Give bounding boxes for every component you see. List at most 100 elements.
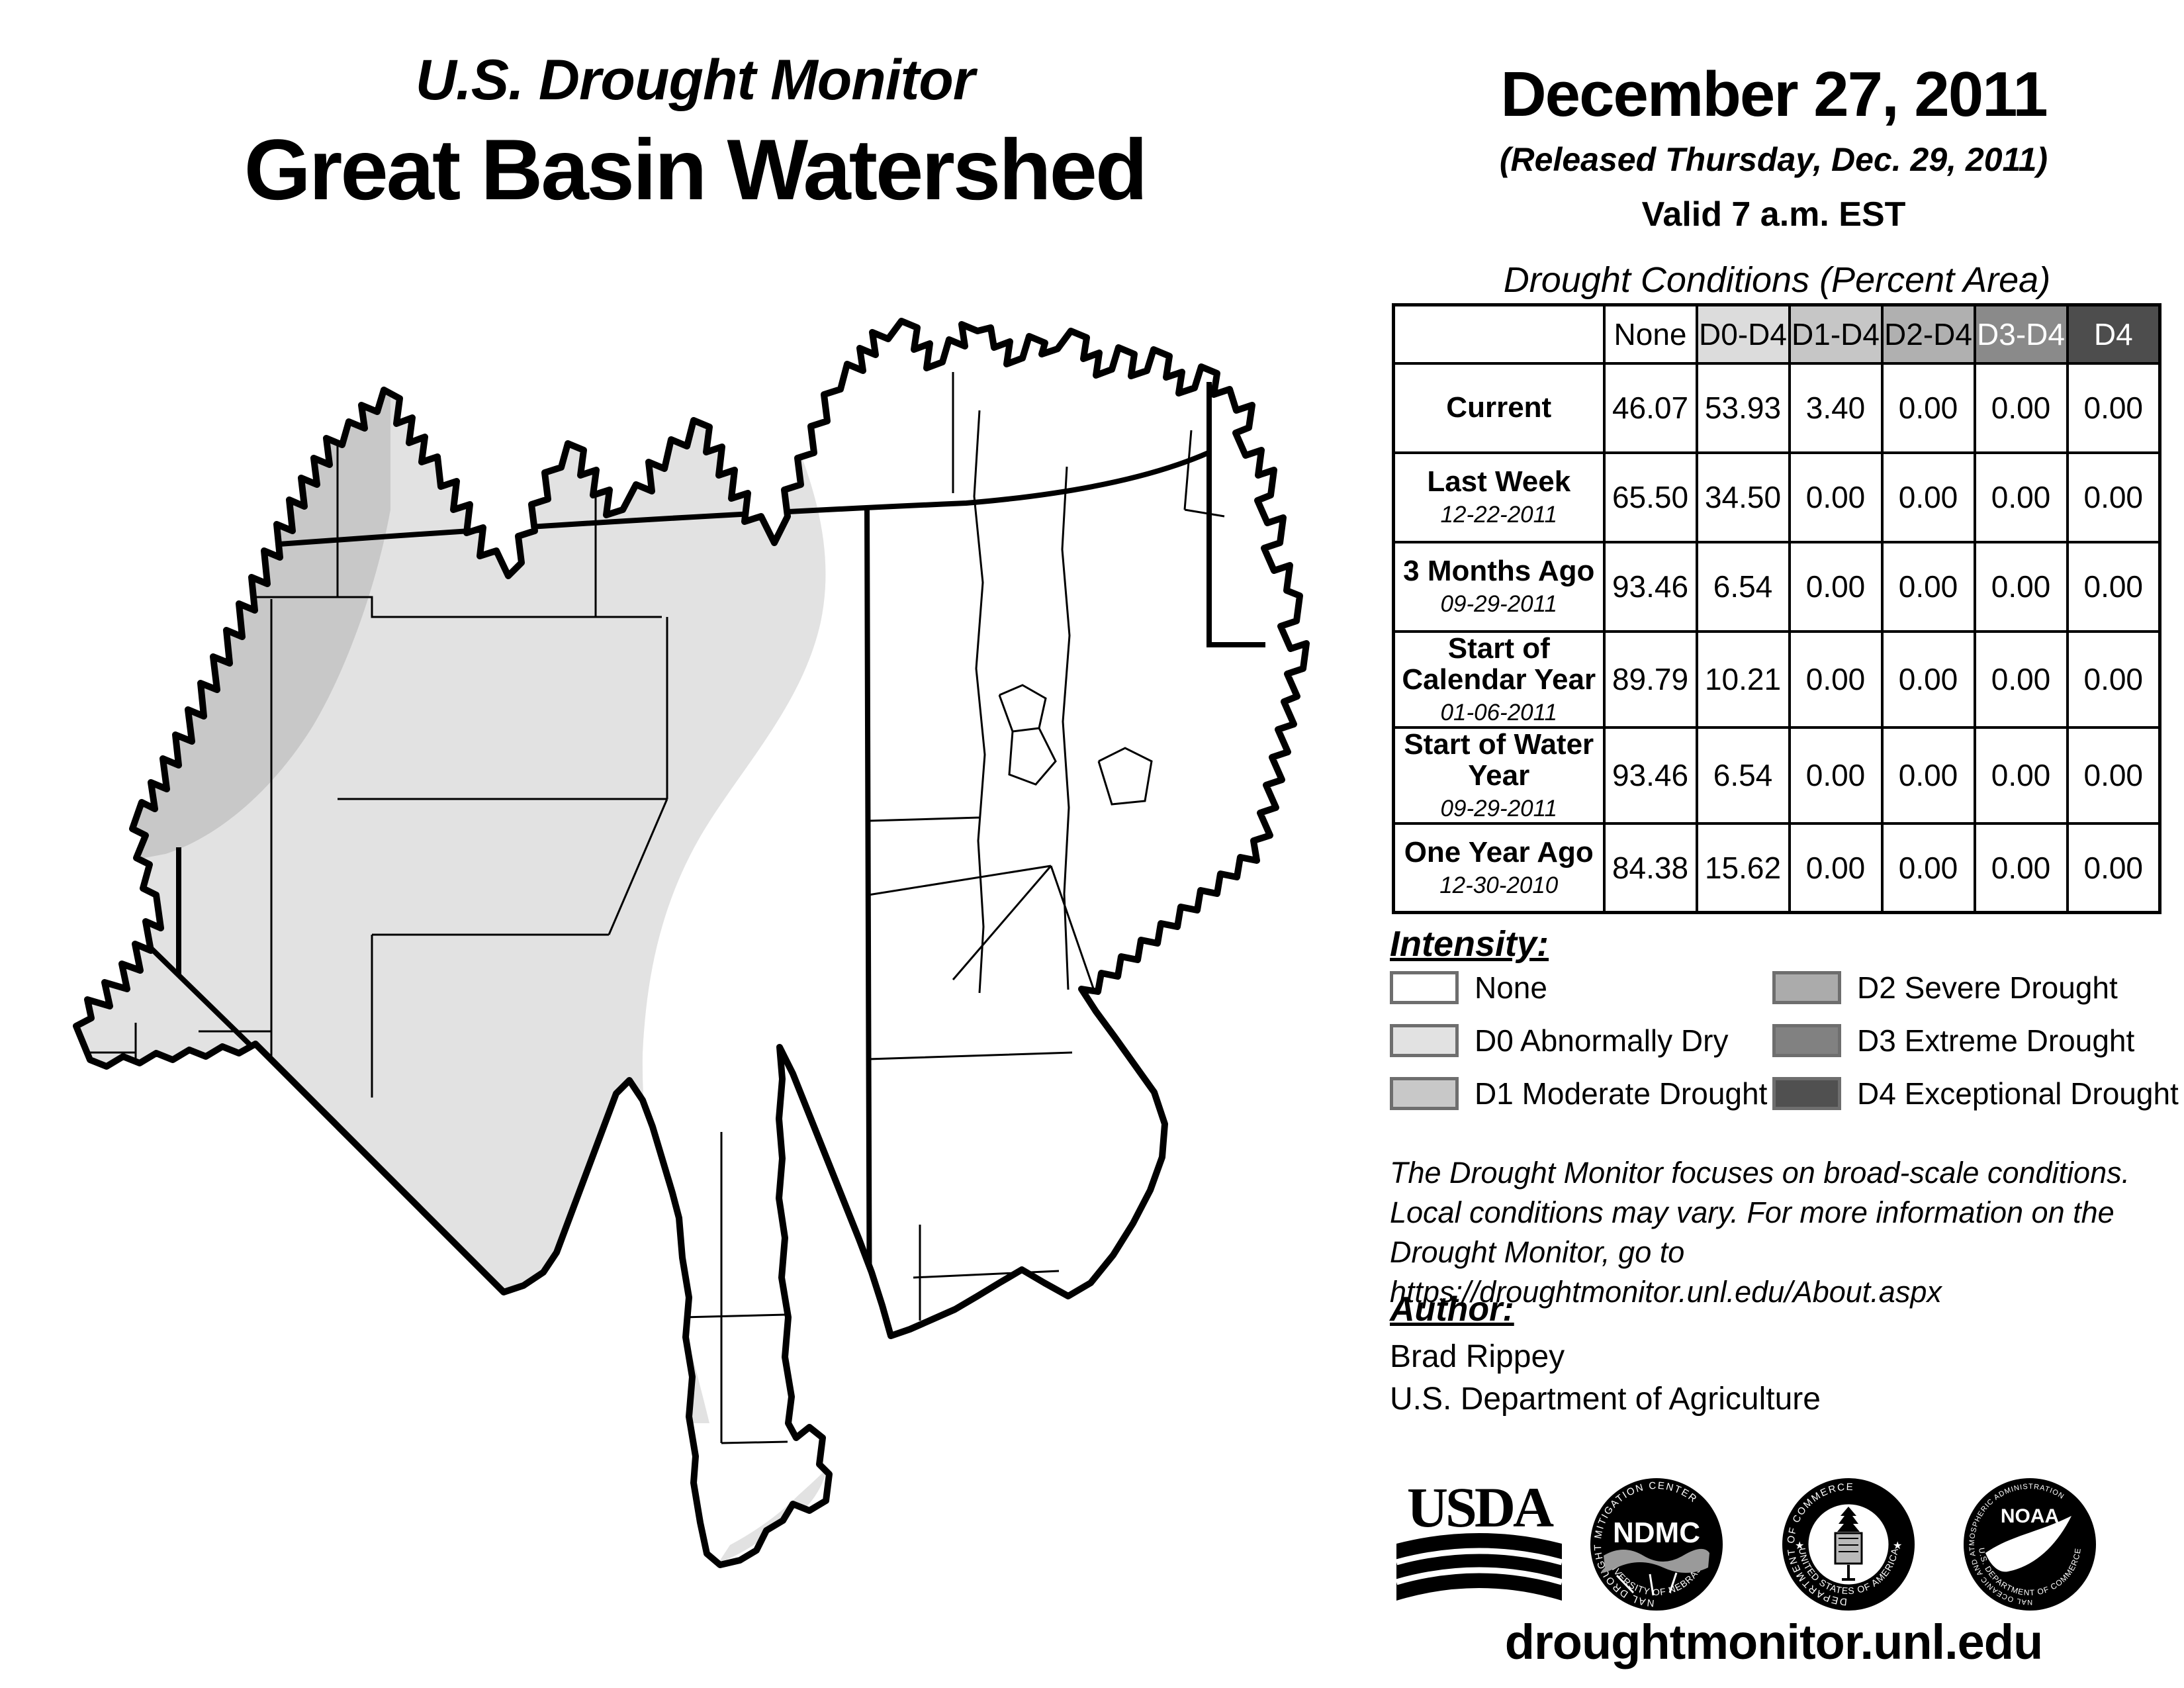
usda-logo: USDA <box>1396 1476 1562 1601</box>
intensity-heading: Intensity: <box>1390 924 1549 964</box>
valid-time: Valid 7 a.m. EST <box>1641 195 1906 234</box>
legend-swatch-d0 <box>1390 1024 1459 1057</box>
commerce-seal: DEPARTMENT OF COMMERCE UNITED STATES OF … <box>1782 1478 1915 1611</box>
value-cell: 93.46 <box>1602 726 1698 825</box>
legend-swatch-none <box>1390 971 1459 1004</box>
value-cell: 0.00 <box>1788 821 1884 914</box>
value-cell: 53.93 <box>1695 361 1791 454</box>
value-cell: 3.40 <box>1788 361 1884 454</box>
value-cell: 0.00 <box>1880 630 1976 729</box>
value-cell: 6.54 <box>1695 726 1791 825</box>
legend-item-d1: D1 Moderate Drought <box>1390 1067 1767 1120</box>
legend-label: D2 Severe Drought <box>1857 970 2118 1005</box>
table-row-current: Current 46.07 53.93 3.40 0.00 0.00 0.00 <box>1392 361 2161 454</box>
legend-item-d0: D0 Abnormally Dry <box>1390 1014 1767 1067</box>
row-label: Start of Water Year <box>1404 727 1594 792</box>
disclaimer-line: The Drought Monitor focuses on broad-sca… <box>1390 1156 2130 1190</box>
value-cell: 0.00 <box>1788 451 1884 543</box>
legend-swatch-d1 <box>1390 1077 1459 1110</box>
watershed-outline <box>73 318 1310 1568</box>
website-url[interactable]: droughtmonitor.unl.edu <box>1504 1615 2043 1669</box>
legend-item-none: None <box>1390 961 1767 1014</box>
row-label: Current <box>1446 391 1552 424</box>
usda-logo-text: USDA <box>1407 1476 1554 1539</box>
value-cell: 0.00 <box>1880 451 1976 543</box>
region-title: Great Basin Watershed <box>244 121 1148 218</box>
noaa-logo: NATIONAL OCEANIC AND ATMOSPHERIC ADMINIS… <box>1960 1475 2096 1611</box>
author-name: Brad Rippey <box>1390 1339 1565 1374</box>
eagle-icon <box>1837 1507 1860 1532</box>
noaa-logo-text: NOAA <box>2001 1505 2059 1527</box>
value-cell: 15.62 <box>1695 821 1791 914</box>
legend-label: None <box>1475 970 1547 1005</box>
col-header-d2-d4: D2-D4 <box>1880 303 1976 365</box>
drought-conditions-table: None D0-D4 D1-D4 D2-D4 D3-D4 D4 Current … <box>1392 303 2161 915</box>
ndmc-logo-text: NDMC <box>1613 1517 1700 1549</box>
table-header-row: None D0-D4 D1-D4 D2-D4 D3-D4 D4 <box>1393 303 2161 365</box>
value-cell: 0.00 <box>1880 726 1976 825</box>
disclaimer-line: Local conditions may vary. For more info… <box>1390 1195 2115 1229</box>
value-cell: 0.00 <box>2066 821 2161 914</box>
author-organization: U.S. Department of Agriculture <box>1390 1382 1821 1417</box>
value-cell: 0.00 <box>1973 451 2069 543</box>
table-row-last-week: Last Week 12-22-2011 65.50 34.50 0.00 0.0… <box>1392 451 2161 543</box>
row-label: Last Week <box>1427 465 1571 498</box>
value-cell: 34.50 <box>1695 451 1791 543</box>
table-row-one-year-ago: One Year Ago 12-30-2010 84.38 15.62 0.00 … <box>1392 821 2161 914</box>
table-row-start-calendar-year: Start of Calendar Year 01-06-2011 89.79 1… <box>1392 630 2161 729</box>
value-cell: 0.00 <box>1788 726 1884 825</box>
value-cell: 89.79 <box>1602 630 1698 729</box>
table-caption: Drought Conditions (Percent Area) <box>1503 260 2051 300</box>
legend-swatch-d4 <box>1772 1077 1841 1110</box>
ndmc-logo: NATIONAL DROUGHT MITIGATION CENTER UNIVE… <box>1587 1475 1723 1611</box>
row-date: 01-06-2011 <box>1440 699 1557 726</box>
seagull-icon <box>1985 1516 2071 1572</box>
row-date: 09-29-2011 <box>1440 795 1557 821</box>
map-d0-sliver-tongue-tip <box>719 1468 827 1562</box>
value-cell: 0.00 <box>2066 726 2161 825</box>
report-title: U.S. Drought Monitor <box>415 48 976 112</box>
row-date: 12-22-2011 <box>1440 501 1557 528</box>
map-date: December 27, 2011 <box>1500 59 2048 130</box>
row-date: 09-29-2011 <box>1440 590 1557 617</box>
row-date: 12-30-2010 <box>1439 872 1559 898</box>
legend-item-d3: D3 Extreme Drought <box>1772 1014 2179 1067</box>
col-header-d0-d4: D0-D4 <box>1695 303 1791 365</box>
table-row-start-water-year: Start of Water Year 09-29-2011 93.46 6.54… <box>1392 726 2161 825</box>
value-cell: 93.46 <box>1602 540 1698 633</box>
value-cell: 0.00 <box>1973 726 2069 825</box>
row-label: 3 Months Ago <box>1403 555 1595 588</box>
disclaimer-line: Drought Monitor, go to https://droughtmo… <box>1390 1235 1942 1309</box>
value-cell: 65.50 <box>1602 451 1698 543</box>
legend-item-d2: D2 Severe Drought <box>1772 961 2179 1014</box>
row-label: Start of Calendar Year <box>1402 632 1596 696</box>
legend-swatch-d2 <box>1772 971 1841 1004</box>
value-cell: 0.00 <box>2066 361 2161 454</box>
value-cell: 6.54 <box>1695 540 1791 633</box>
value-cell: 0.00 <box>1973 821 2069 914</box>
value-cell: 0.00 <box>1880 821 1976 914</box>
value-cell: 0.00 <box>1973 361 2069 454</box>
value-cell: 84.38 <box>1602 821 1698 914</box>
row-label: One Year Ago <box>1404 836 1594 869</box>
legend-label: D1 Moderate Drought <box>1475 1076 1768 1111</box>
disclaimer-text: The Drought Monitor focuses on broad-sca… <box>1390 1153 2184 1311</box>
col-header-none: None <box>1602 303 1698 365</box>
legend-item-d4: D4 Exceptional Drought <box>1772 1067 2179 1120</box>
map-title-block: U.S. Drought Monitor Great Basin Watersh… <box>99 48 1291 219</box>
value-cell: 0.00 <box>2066 451 2161 543</box>
col-header-d1-d4: D1-D4 <box>1788 303 1884 365</box>
date-block: December 27, 2011 (Released Thursday, De… <box>1396 58 2151 234</box>
value-cell: 0.00 <box>1880 361 1976 454</box>
legend-swatch-d3 <box>1772 1024 1841 1057</box>
legend-label: D3 Extreme Drought <box>1857 1023 2135 1058</box>
value-cell: 0.00 <box>2066 540 2161 633</box>
legend-label: D0 Abnormally Dry <box>1475 1023 1729 1058</box>
value-cell: 0.00 <box>1880 540 1976 633</box>
table-corner-cell <box>1393 305 1604 363</box>
value-cell: 0.00 <box>1788 540 1884 633</box>
value-cell: 0.00 <box>1788 630 1884 729</box>
svg-text:★: ★ <box>1795 1540 1804 1552</box>
value-cell: 0.00 <box>1973 630 2069 729</box>
